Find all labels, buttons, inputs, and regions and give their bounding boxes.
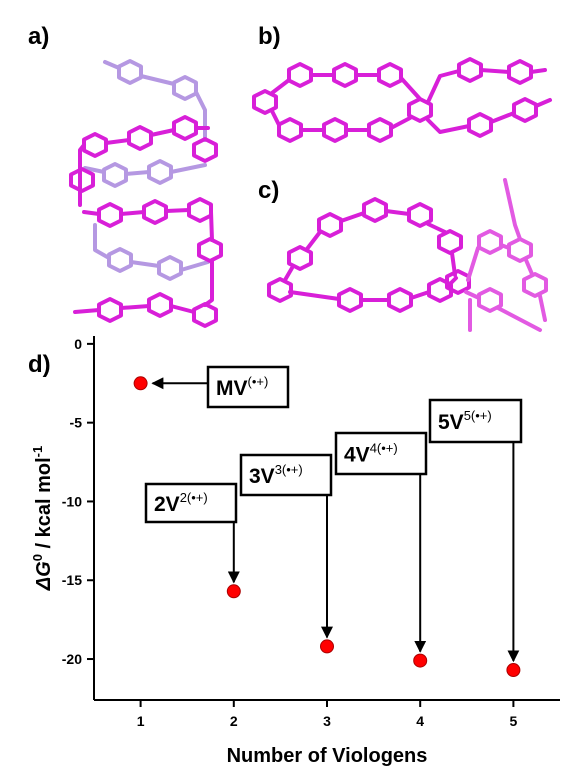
y-axis-label-part: -1 bbox=[30, 446, 45, 458]
panel-label: a) bbox=[28, 23, 49, 50]
y-tick-label: -10 bbox=[62, 493, 82, 509]
panel-label: b) bbox=[258, 23, 281, 50]
point bbox=[227, 585, 240, 598]
molecule-c bbox=[269, 180, 546, 330]
point bbox=[321, 640, 334, 653]
y-tick-label: 0 bbox=[74, 336, 82, 352]
y-tick-label: -15 bbox=[62, 572, 82, 588]
x-tick-label: 5 bbox=[510, 713, 518, 729]
annotation-sup: (•+) bbox=[248, 374, 269, 389]
y-axis-label-part: / kcal mol bbox=[33, 457, 55, 554]
y-tick-label: -5 bbox=[70, 415, 83, 431]
annotation-sup: 3(•+) bbox=[275, 462, 303, 477]
annotation-sup: 5(•+) bbox=[464, 408, 492, 423]
point bbox=[507, 664, 520, 677]
annotation-text: 2V bbox=[154, 493, 180, 516]
annotation-sup: 4(•+) bbox=[370, 441, 398, 456]
annotation-text: 5V bbox=[438, 411, 464, 434]
figure: a) b) c) d)0-5-10-15-2012345Number of Vi… bbox=[0, 0, 562, 770]
y-axis-label: ΔG0 / kcal mol-1 bbox=[30, 446, 55, 592]
annotation-text: 3V bbox=[249, 465, 275, 488]
y-axis-label-part: ΔG bbox=[33, 561, 55, 591]
panel-label: d) bbox=[28, 351, 51, 378]
annotation-text: 4V bbox=[344, 444, 370, 467]
point bbox=[414, 654, 427, 667]
point bbox=[134, 377, 147, 390]
y-tick-label: -20 bbox=[62, 651, 82, 667]
x-tick-label: 3 bbox=[323, 713, 331, 729]
x-tick-label: 4 bbox=[416, 713, 424, 729]
molecule-b bbox=[254, 59, 550, 141]
x-tick-label: 2 bbox=[230, 713, 238, 729]
x-tick-label: 1 bbox=[137, 713, 145, 729]
annotation-text: MV bbox=[216, 377, 248, 400]
y-axis-label-part: 0 bbox=[30, 554, 45, 561]
annotation-sup: 2(•+) bbox=[180, 490, 208, 505]
x-axis-label: Number of Viologens bbox=[227, 745, 428, 767]
panel-label: c) bbox=[258, 177, 279, 204]
molecule-a bbox=[71, 61, 221, 326]
